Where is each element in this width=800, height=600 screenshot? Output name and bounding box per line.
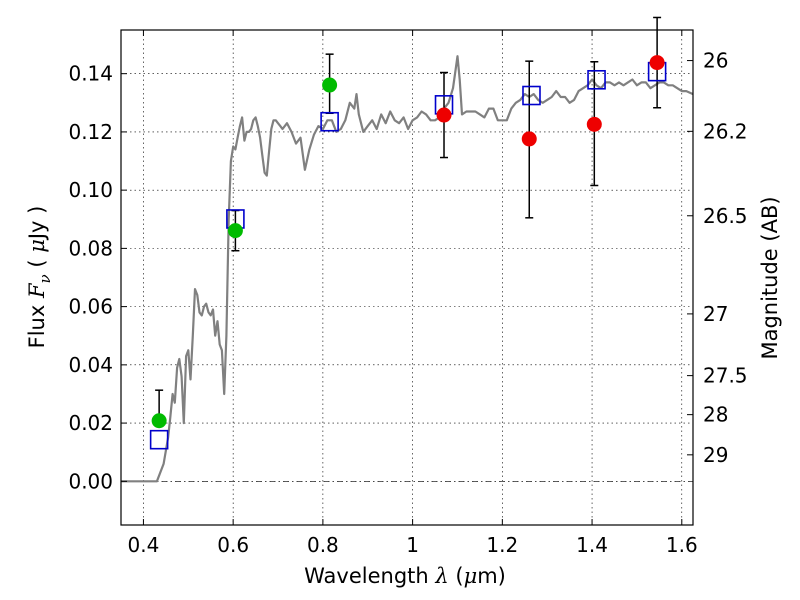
spectrum-line [121,55,694,483]
observed-point-red [586,116,602,132]
y-tick-label: 0.12 [68,120,113,144]
y-axis-ticks: 0.00 0.02 0.04 0.06 0.08 0.10 0.12 0.14 [68,62,127,493]
x-tick-label: 1.4 [576,533,608,557]
x-tick-label: 1 [406,533,419,557]
y-tick-label: 0.08 [68,236,113,260]
observed-point-green [227,223,243,239]
y2-tick-label: 26.2 [703,119,748,143]
y-tick-label: 0.00 [68,469,113,493]
y2-axis-ticks: 26 26.2 26.5 27 27.5 28 29 [687,49,748,467]
model-photometry-square [522,85,541,106]
plot-frame [120,29,694,526]
observed-point-red [521,131,537,147]
y2-tick-label: 27.5 [703,364,748,388]
error-bars [155,16,662,422]
model-photometry-square [320,111,339,132]
x-tick-label: 1.6 [666,533,698,557]
x-axis-ticks: 0.4 0.6 0.8 1 1.2 1.4 1.6 [128,30,698,557]
y2-tick-label: 28 [703,403,728,427]
model-photometry-markers [149,61,667,450]
observed-point-red [649,55,665,71]
observed-point-green [151,413,167,429]
observed-photometry-markers [151,55,665,429]
y2-axis-label: Magnitude (AB) [758,196,782,359]
x-axis-label: Wavelength λ (μm) [304,564,506,588]
x-tick-label: 0.8 [307,533,339,557]
x-tick-label: 0.4 [128,533,160,557]
model-spectrum [121,55,694,483]
y-tick-label: 0.10 [68,178,113,202]
y-tick-label: 0.04 [68,353,113,377]
y2-tick-label: 29 [703,443,728,467]
model-photometry-square [587,69,606,90]
grid-lines [121,30,693,525]
y2-tick-label: 26 [703,49,728,73]
model-photometry-square [149,429,169,450]
y-tick-label: 0.06 [68,295,113,319]
y-axis-label: Flux Fν ( μJy ) [25,206,54,349]
observed-point-red [436,107,452,123]
observed-point-green [322,77,338,93]
x-tick-label: 1.2 [486,533,518,557]
y-tick-label: 0.14 [68,62,113,86]
y2-tick-label: 27 [703,302,728,326]
x-tick-label: 0.6 [217,533,249,557]
y-tick-label: 0.02 [68,411,113,435]
y2-tick-label: 26.5 [703,204,748,228]
